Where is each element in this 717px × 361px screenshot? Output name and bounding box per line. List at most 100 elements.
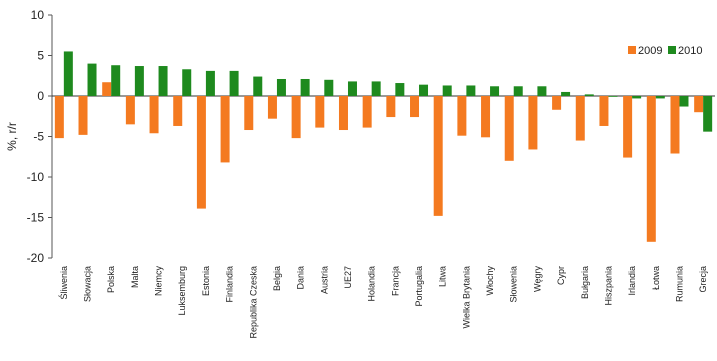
bar-2009-19	[504, 96, 514, 161]
bar-2010-13	[371, 81, 381, 96]
bar-2010-8	[253, 76, 263, 96]
bar-2009-7	[220, 96, 230, 163]
bar-2009-18	[481, 96, 491, 138]
category-label: Bułgaria	[580, 266, 590, 299]
bar-2009-16	[433, 96, 443, 216]
category-label: Słowenia	[509, 266, 519, 303]
bar-2009-2	[102, 82, 112, 96]
category-label: Polska	[106, 266, 116, 293]
bar-2010-15	[419, 84, 429, 96]
legend-swatch-2010	[668, 46, 676, 54]
bar-2010-20	[537, 86, 547, 96]
bar-2009-9	[267, 96, 277, 119]
y-tick-label: 10	[31, 8, 45, 22]
bar-2009-26	[670, 96, 680, 154]
y-tick-label: 0	[37, 89, 44, 103]
category-label: Rumunia	[674, 266, 684, 302]
category-label: Węgry	[532, 266, 542, 293]
category-label: Słowacja	[83, 266, 93, 302]
y-tick-label: -10	[27, 170, 45, 184]
bar-2009-6	[196, 96, 206, 209]
bar-2009-14	[386, 96, 396, 118]
bar-2010-23	[608, 96, 618, 97]
bar-2009-1	[78, 96, 88, 135]
category-label: Wielka Brytania	[461, 266, 471, 329]
bar-2009-8	[244, 96, 254, 131]
bar-2009-13	[362, 96, 372, 128]
bar-2009-15	[410, 96, 420, 118]
category-label: Irlandia	[627, 266, 637, 296]
bar-2010-4	[158, 66, 168, 96]
bar-2009-4	[149, 96, 159, 134]
bar-2010-19	[513, 86, 523, 96]
bar-2009-0	[54, 96, 64, 139]
category-label: Portugalia	[414, 266, 424, 307]
bar-2010-16	[442, 85, 452, 96]
category-label: UE27	[343, 266, 353, 289]
legend: 2009 2010	[628, 45, 702, 57]
bar-2010-3	[134, 66, 144, 96]
category-label: Łotwa	[651, 266, 661, 290]
bar-2009-20	[528, 96, 538, 150]
y-tick-label: -20	[27, 251, 45, 265]
bar-2010-10	[300, 78, 310, 96]
bar-2010-1	[87, 63, 97, 96]
legend-swatch-2009	[628, 46, 636, 54]
bar-2010-6	[205, 70, 215, 96]
category-label: Cypr	[556, 266, 566, 285]
category-label: Estonia	[201, 266, 211, 296]
bar-2010-2	[111, 65, 121, 96]
bar-2009-5	[173, 96, 183, 126]
bar-2009-23	[599, 96, 609, 126]
bar-2010-12	[347, 81, 357, 96]
category-label: Republika Czeska	[248, 266, 258, 339]
bar-2010-0	[63, 51, 73, 96]
category-label: Litwa	[438, 266, 448, 287]
bar-2010-9	[276, 78, 286, 96]
category-label: Belgia	[272, 266, 282, 291]
bar-2010-24	[632, 96, 642, 99]
legend-label-2010: 2010	[678, 45, 702, 57]
bar-2010-7	[229, 70, 239, 96]
category-label: Austria	[319, 266, 329, 294]
category-label: Włochy	[485, 266, 495, 296]
bar-2010-18	[490, 86, 500, 96]
bar-2009-21	[552, 96, 562, 110]
bar-2009-24	[623, 96, 633, 158]
bar-2009-3	[125, 96, 135, 125]
bar-2009-22	[575, 96, 585, 141]
y-axis-label: %, r/r	[5, 122, 19, 151]
category-label: Grecja	[698, 266, 708, 293]
category-label: Niemcy	[154, 266, 164, 297]
bars	[54, 51, 713, 242]
y-tick-label: -15	[27, 211, 45, 225]
bar-2009-17	[457, 96, 467, 136]
bar-2009-25	[646, 96, 656, 242]
bar-2010-17	[466, 85, 476, 96]
bar-2009-27	[694, 96, 704, 113]
bar-2009-10	[291, 96, 301, 139]
legend-label-2009: 2009	[638, 45, 662, 57]
bar-2009-12	[338, 96, 348, 131]
bar-2010-27	[703, 96, 713, 132]
bar-2010-26	[679, 96, 689, 107]
category-label: Finlandia	[225, 266, 235, 303]
category-labels: Śliwenia Słowacja Polska Malta Niemcy Luksemb…	[58, 266, 708, 339]
bar-2010-14	[395, 83, 405, 96]
bar-2010-21	[561, 91, 571, 96]
axes: 10 5 0 -5 -10 -15 -20 %, r/r	[5, 8, 715, 265]
bar-2010-25	[655, 96, 665, 99]
bar-2009-11	[315, 96, 325, 128]
bar-2010-5	[182, 69, 192, 96]
category-label: Luksemburg	[177, 266, 187, 316]
category-label: Hiszpania	[603, 266, 613, 306]
category-label: Francja	[390, 266, 400, 296]
y-tick-label: 5	[37, 49, 44, 63]
y-tick-label: -5	[33, 130, 44, 144]
category-label: Malta	[130, 266, 140, 288]
category-label: Holandia	[367, 266, 377, 302]
category-label: Dania	[296, 266, 306, 290]
bar-2010-22	[584, 94, 594, 96]
category-label: Śliwenia	[58, 266, 69, 300]
